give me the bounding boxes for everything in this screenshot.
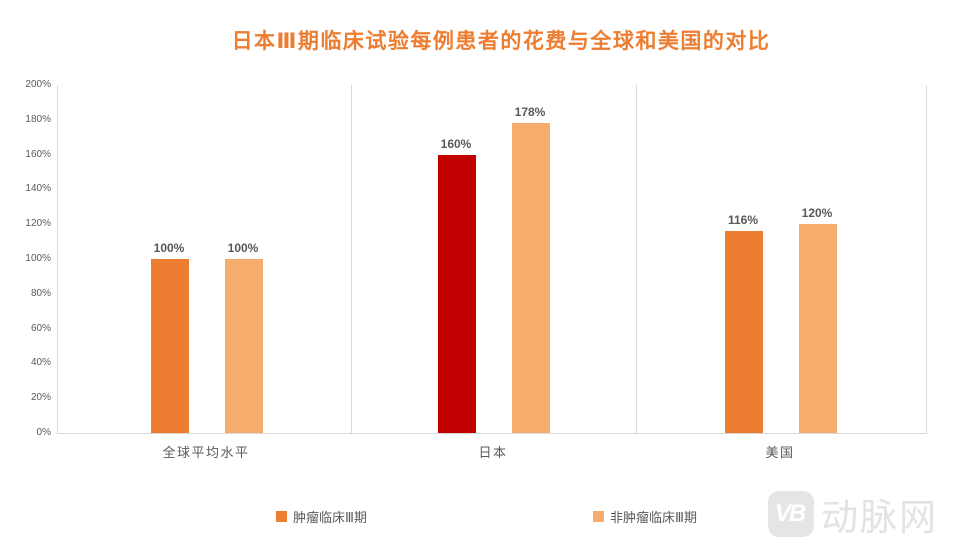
- y-tick-label: 80%: [30, 287, 51, 299]
- legend-item-非肿瘤临床Ⅲ期: 非肿瘤临床Ⅲ期: [593, 507, 697, 526]
- category-separator-line: [636, 85, 637, 433]
- vb-logo-glyph: VB: [774, 500, 806, 527]
- legend-label: 肿瘤临床Ⅲ期: [293, 510, 367, 525]
- y-tick-label: 180%: [25, 113, 51, 125]
- plot-area: [57, 85, 927, 434]
- y-tick-label: 20%: [30, 392, 51, 404]
- watermark: VB 动脉网: [768, 487, 938, 539]
- bar-value-label: 100%: [227, 241, 259, 255]
- y-tick-label: 100%: [25, 253, 51, 264]
- bar-非肿瘤临床Ⅲ期-日本: [512, 123, 550, 433]
- legend-item-肿瘤临床Ⅲ期: 肿瘤临床Ⅲ期: [276, 507, 367, 526]
- y-tick-label: 200%: [25, 79, 51, 90]
- x-axis-category-label: 美国: [765, 445, 795, 460]
- x-axis-category-label: 日本: [478, 445, 508, 460]
- bar-非肿瘤临床Ⅲ期-美国: [799, 224, 837, 433]
- x-axis-category-label: 全球平均水平: [162, 445, 250, 460]
- legend-swatch: [276, 511, 287, 522]
- y-tick-label: 0%: [36, 427, 51, 438]
- vb-logo-icon: VB: [768, 491, 814, 537]
- bar-非肿瘤临床Ⅲ期-全球平均水平: [225, 259, 263, 433]
- category-separator-line: [351, 85, 352, 433]
- y-tick-label: 140%: [25, 183, 51, 195]
- bar-value-label: 160%: [440, 137, 472, 151]
- y-tick-label: 60%: [30, 322, 51, 334]
- watermark-text: 动脉网: [821, 497, 938, 538]
- y-tick-label: 40%: [30, 357, 51, 369]
- legend-label: 非肿瘤临床Ⅲ期: [610, 510, 697, 525]
- bar-value-label: 178%: [514, 105, 546, 119]
- legend-swatch: [593, 511, 604, 522]
- bar-肿瘤临床Ⅲ期-日本: [438, 155, 476, 433]
- y-tick-label: 120%: [25, 218, 51, 230]
- chart-title: 日本Ⅲ期临床试验每例患者的花费与全球和美国的对比: [231, 30, 771, 53]
- bar-value-label: 116%: [727, 213, 759, 227]
- y-tick-label: 160%: [25, 148, 51, 160]
- bar-肿瘤临床Ⅲ期-美国: [725, 231, 763, 433]
- bar-value-label: 100%: [153, 241, 185, 255]
- bar-value-label: 120%: [801, 206, 833, 220]
- bar-肿瘤临床Ⅲ期-全球平均水平: [151, 259, 189, 433]
